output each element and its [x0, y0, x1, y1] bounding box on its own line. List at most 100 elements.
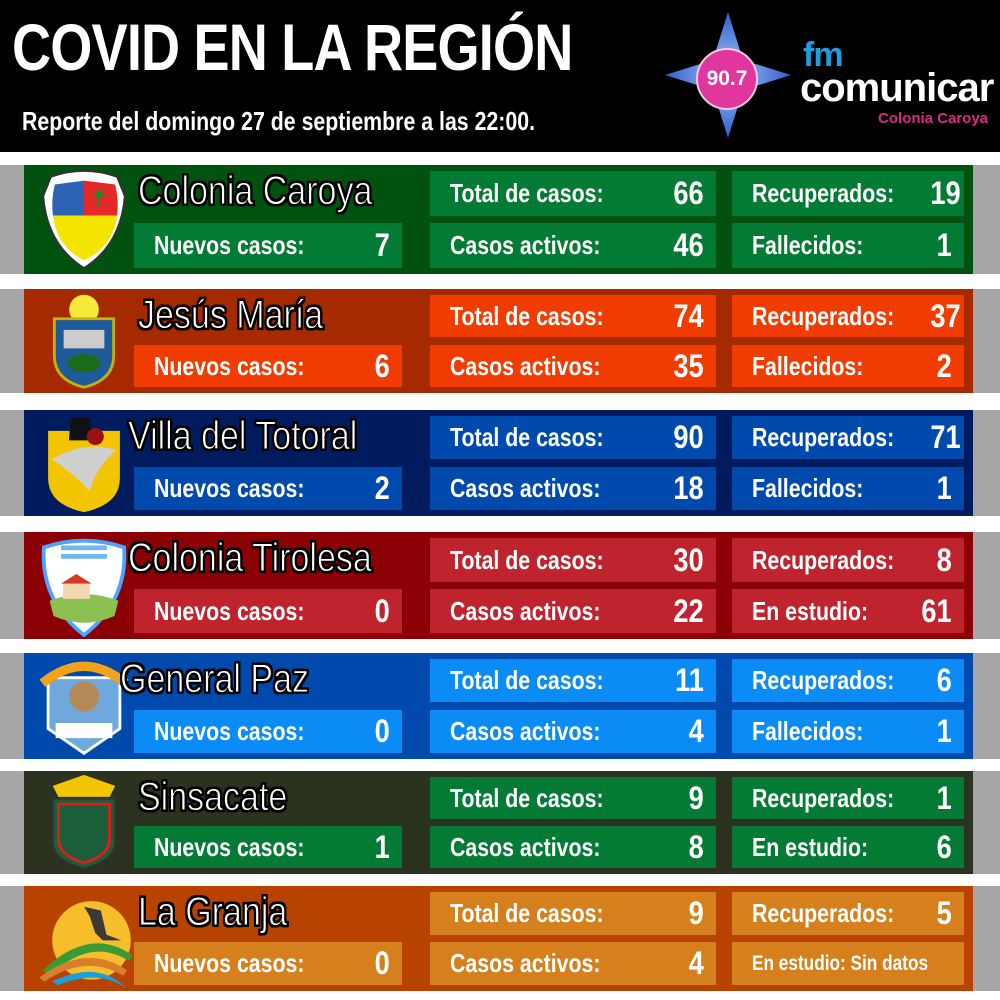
total-cases-value: 11	[675, 662, 704, 698]
total-cases-value: 9	[688, 895, 704, 931]
region-name: La Granja	[138, 890, 288, 934]
recovered-box: Recuperados: 8	[732, 538, 964, 582]
deaths-or-study-value: 2	[936, 347, 952, 384]
new-cases-label: Nuevos casos:	[154, 473, 305, 503]
logo-fm: fm	[803, 36, 844, 74]
active-cases-value: 35	[673, 347, 704, 384]
active-cases-box: Casos activos: 35	[430, 345, 716, 387]
left-gray-bar	[0, 886, 24, 991]
region-row-jes-s-mar-a: Jesús María Nuevos casos: 6 Total de caso…	[0, 289, 1000, 393]
region-name: Jesús María	[138, 293, 324, 337]
active-cases-box: Casos activos: 4	[430, 942, 716, 985]
new-cases-value: 0	[374, 592, 390, 629]
total-cases-label: Total de casos:	[450, 782, 604, 813]
colonia-tirolesa-crest-icon	[41, 538, 127, 637]
active-cases-label: Casos activos:	[450, 595, 601, 626]
total-cases-box: Total de casos: 90	[430, 416, 716, 459]
new-cases-label: Nuevos casos:	[154, 230, 305, 260]
right-gray-bar	[973, 165, 1000, 274]
total-cases-box: Total de casos: 30	[430, 538, 716, 582]
la-granja-crest-icon	[39, 901, 133, 989]
region-panel: Colonia Tirolesa Nuevos casos: 0 Total de…	[24, 532, 973, 639]
recovered-value: 8	[936, 541, 952, 578]
active-cases-label: Casos activos:	[450, 716, 601, 746]
deaths-or-study-box: En estudio: 6	[732, 826, 964, 868]
jesus-maria-crest-icon	[52, 294, 116, 389]
region-name: Colonia Caroya	[138, 169, 373, 213]
new-cases-box: Nuevos casos: 0	[134, 589, 402, 633]
new-cases-value: 6	[374, 347, 390, 384]
deaths-or-study-value: 1	[936, 227, 952, 263]
region-row-la-granja: La Granja Nuevos casos: 0 Total de casos:…	[0, 886, 1000, 991]
deaths-or-study-value: 6	[936, 828, 952, 865]
active-cases-box: Casos activos: 8	[430, 826, 716, 868]
active-cases-box: Casos activos: 46	[430, 223, 716, 268]
total-cases-box: Total de casos: 9	[430, 777, 716, 819]
recovered-box: Recuperados: 5	[732, 892, 964, 935]
villa-del-totoral-crest-icon	[48, 417, 120, 513]
new-cases-box: Nuevos casos: 0	[134, 710, 402, 753]
active-cases-value: 18	[673, 470, 704, 506]
recovered-value: 37	[930, 297, 961, 334]
active-cases-value: 22	[673, 592, 704, 629]
new-cases-box: Nuevos casos: 1	[134, 826, 402, 868]
new-cases-value: 2	[374, 470, 390, 506]
deaths-or-study-box: Fallecidos: 1	[732, 467, 964, 510]
region-panel: Colonia Caroya Nuevos casos: 7 Total de c…	[24, 165, 973, 274]
recovered-value: 19	[930, 175, 961, 211]
right-gray-bar	[973, 410, 1000, 516]
deaths-or-study-label: Fallecidos:	[752, 230, 864, 260]
region-name: Colonia Tirolesa	[128, 536, 373, 580]
header: COVID EN LA REGIÓN Reporte del domingo 2…	[0, 0, 1000, 152]
active-cases-value: 4	[688, 945, 704, 981]
region-panel: La Granja Nuevos casos: 0 Total de casos:…	[24, 886, 973, 991]
total-cases-box: Total de casos: 74	[430, 295, 716, 337]
total-cases-value: 9	[688, 779, 704, 816]
page-title: COVID EN LA REGIÓN	[12, 10, 573, 84]
recovered-box: Recuperados: 19	[732, 171, 964, 216]
region-name: Sinsacate	[138, 775, 288, 819]
right-gray-bar	[973, 289, 1000, 393]
new-cases-box: Nuevos casos: 6	[134, 345, 402, 387]
new-cases-value: 0	[374, 945, 390, 981]
report-subtitle: Reporte del domingo 27 de septiembre a l…	[22, 106, 536, 136]
recovered-label: Recuperados:	[752, 898, 895, 928]
region-row-colonia-caroya: Colonia Caroya Nuevos casos: 7 Total de c…	[0, 165, 1000, 274]
total-cases-value: 30	[673, 541, 704, 578]
left-gray-bar	[0, 771, 24, 874]
frequency-badge: 90.7	[696, 48, 758, 110]
active-cases-label: Casos activos:	[450, 473, 601, 503]
general-paz-crest-icon	[39, 661, 129, 755]
colonia-caroya-crest-icon	[42, 169, 126, 270]
active-cases-box: Casos activos: 18	[430, 467, 716, 510]
total-cases-label: Total de casos:	[450, 178, 604, 208]
region-panel: Jesús María Nuevos casos: 6 Total de caso…	[24, 289, 973, 393]
total-cases-label: Total de casos:	[450, 665, 604, 695]
active-cases-value: 4	[688, 713, 704, 749]
right-gray-bar	[973, 771, 1000, 874]
new-cases-value: 1	[374, 828, 390, 865]
right-gray-bar	[973, 653, 1000, 759]
recovered-value: 71	[930, 419, 961, 455]
deaths-or-study-label: En estudio:	[752, 595, 869, 626]
deaths-or-study-box: En estudio: Sin datos	[732, 942, 964, 985]
deaths-or-study-box: Fallecidos: 1	[732, 223, 964, 268]
active-cases-box: Casos activos: 22	[430, 589, 716, 633]
total-cases-label: Total de casos:	[450, 422, 604, 452]
recovered-label: Recuperados:	[752, 300, 895, 331]
deaths-or-study-box: Fallecidos: 1	[732, 710, 964, 753]
new-cases-box: Nuevos casos: 2	[134, 467, 402, 510]
recovered-box: Recuperados: 37	[732, 295, 964, 337]
recovered-label: Recuperados:	[752, 665, 895, 695]
region-name: Villa del Totoral	[128, 414, 358, 458]
deaths-or-study-box: Fallecidos: 2	[732, 345, 964, 387]
logo-location: Colonia Caroya	[878, 110, 989, 127]
new-cases-value: 0	[374, 713, 390, 749]
deaths-or-study-label: En estudio: Sin datos	[752, 951, 929, 975]
new-cases-value: 7	[374, 227, 390, 263]
active-cases-box: Casos activos: 4	[430, 710, 716, 753]
region-panel: General Paz Nuevos casos: 0 Total de caso…	[24, 653, 973, 759]
total-cases-label: Total de casos:	[450, 898, 604, 928]
region-row-villa-del-totoral: Villa del Totoral Nuevos casos: 2 Total d…	[0, 410, 1000, 516]
deaths-or-study-value: 1	[936, 713, 952, 749]
